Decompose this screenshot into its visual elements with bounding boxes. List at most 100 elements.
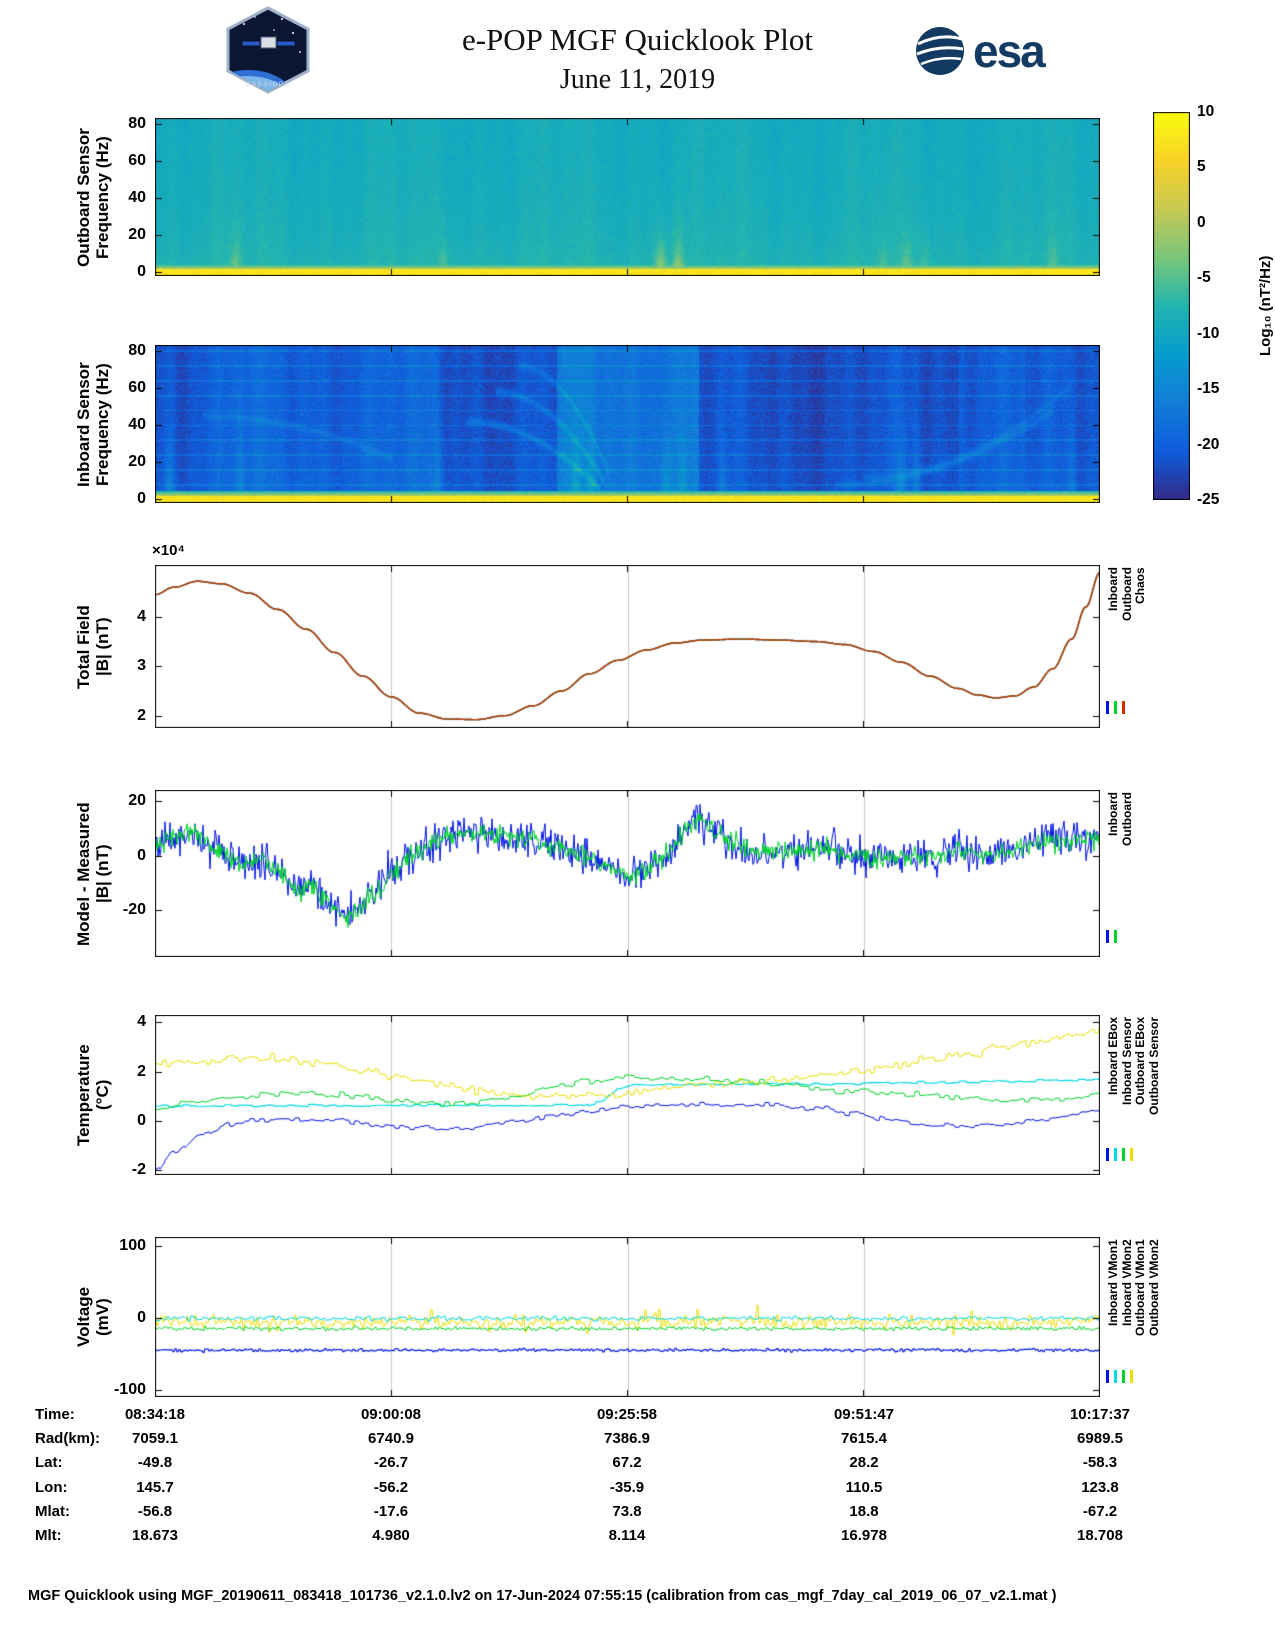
legend: Inboard EBox Inboard Sensor Outboard EBox O… (1104, 1015, 1166, 1175)
colorbar-tick-label: 10 (1197, 103, 1215, 120)
y-tick-label: 20 (128, 226, 146, 244)
y-axis-label-line1: Inboard Sensor (74, 361, 93, 487)
y-axis-label-line1: Temperature (74, 1044, 93, 1146)
ephemeris-value: 7059.1 (132, 1430, 178, 1448)
y-tick-label: 0 (137, 263, 146, 281)
ephemeris-value: -49.8 (137, 1454, 173, 1472)
y-tick-label: 4 (137, 1013, 146, 1031)
ephemeris-table: Time: 08:34:18 09:00:08 09:25:58 09:51:47 10:… (0, 1406, 1275, 1551)
outboard-spectrogram-canvas (155, 118, 1100, 276)
legend-label: Outboard VMon1 (1133, 1239, 1147, 1336)
ephemeris-value: 18.708 (1077, 1526, 1123, 1544)
legend-line-sample (1106, 1148, 1109, 1161)
legend-label: Outboard (1119, 567, 1134, 621)
ephemeris-value: 4.980 (372, 1526, 410, 1544)
y-tick-labels: 0 20 40 60 80 (96, 114, 146, 281)
legend-line-samples (1106, 1148, 1133, 1161)
y-tick-label: 4 (137, 607, 146, 625)
y-axis-label-line1: Outboard Sensor (74, 127, 93, 267)
y-tick-labels: 0 20 40 60 80 (96, 342, 146, 508)
model-minus-measured-canvas (155, 790, 1100, 957)
colorbar-tick-label: 5 (1197, 158, 1206, 176)
ephemeris-value: -58.3 (1082, 1454, 1118, 1472)
legend-line-sample (1122, 701, 1125, 714)
legend-label: Outboard VMon2 (1146, 1239, 1161, 1336)
ephemeris-value: 8.114 (608, 1526, 646, 1544)
y-tick-label: 60 (128, 378, 146, 396)
ephemeris-row-label: Mlat: (35, 1502, 70, 1520)
legend-label: Inboard VMon1 (1106, 1239, 1120, 1326)
colorbar-label-text: Log₁₀ (nT²/Hz) (1257, 255, 1274, 356)
footer-text: MGF Quicklook using MGF_20190611_083418_… (28, 1588, 1057, 1604)
satellite-body (260, 36, 277, 49)
y-tick-labels: -2 0 2 4 (96, 1013, 146, 1178)
y-tick-label: 0 (137, 1111, 146, 1129)
legend-label: Outboard EBox (1133, 1016, 1147, 1105)
y-tick-label: 80 (128, 114, 146, 132)
ephemeris-value: 16.978 (841, 1526, 887, 1544)
y-tick-label: 2 (137, 706, 146, 724)
y-tick-label: 0 (137, 846, 146, 864)
axis-scale-label: ×10⁴ (152, 542, 185, 559)
ephemeris-value: -56.2 (373, 1478, 409, 1496)
y-tick-label: 60 (128, 151, 146, 169)
legend-line-samples (1106, 1370, 1133, 1383)
colorbar-axis-label: Log₁₀ (nT²/Hz) (1243, 112, 1274, 500)
legend-label: Inboard EBox (1106, 1016, 1120, 1095)
voltage-canvas (155, 1237, 1100, 1397)
legend-line-sample (1106, 701, 1109, 714)
y-tick-label: 3 (137, 657, 146, 675)
y-tick-label: 40 (128, 415, 146, 433)
legend-line-samples (1106, 930, 1117, 943)
ephemeris-value: 18.673 (132, 1526, 178, 1544)
legend-label: Chaos (1133, 567, 1147, 604)
colorbar (1153, 112, 1190, 500)
ephemeris-value: 09:25:58 (596, 1406, 658, 1423)
ephemeris-row-label: Lat: (35, 1454, 63, 1472)
inboard-spectrogram-panel: Inboard Sensor Frequency (Hz) 0 20 40 60 80 (0, 342, 1275, 508)
legend-line-sample (1122, 1370, 1125, 1383)
ephemeris-value: -26.7 (373, 1454, 409, 1472)
outboard-spectrogram-panel: Outboard Sensor Frequency (Hz) 0 20 40 60 80 (0, 114, 1275, 281)
y-tick-label: 0 (137, 1308, 146, 1326)
temperature-panel: Temperature (°C) -2 0 2 4 Inboard EBox Inboa… (0, 1013, 1275, 1178)
ephemeris-value: 67.2 (612, 1454, 642, 1472)
voltage-panel: Voltage (mV) -100 0 100 Inboard VMon1 Inboa… (0, 1237, 1275, 1398)
ephemeris-row-label: Mlt: (35, 1526, 62, 1544)
ephemeris-value: 10:17:37 (1069, 1406, 1131, 1423)
legend-line-sample (1130, 1148, 1133, 1161)
colorbar-tick-label: -20 (1197, 435, 1220, 453)
ephemeris-row: Rad(km): 7059.1 6740.9 7386.9 7615.4 6989.5 (0, 1430, 1275, 1454)
legend-label: Inboard VMon2 (1119, 1239, 1134, 1326)
colorbar-tick-label: -25 (1197, 491, 1220, 508)
y-axis-label-line1: Model - Measured (74, 801, 93, 946)
legend-line-sample (1122, 1148, 1125, 1161)
legend-line-sample (1106, 1370, 1109, 1383)
y-tick-label: 40 (128, 188, 146, 206)
legend-line-sample (1130, 1370, 1133, 1383)
ephemeris-value: 28.2 (849, 1454, 879, 1472)
legend-label: Inboard (1106, 792, 1120, 836)
legend-label: Inboard (1106, 567, 1120, 611)
ephemeris-row: Lon: 145.7 -56.2 -35.9 110.5 123.8 (0, 1479, 1275, 1503)
ephemeris-row-label: Time: (35, 1406, 75, 1423)
ephemeris-value: 145.7 (136, 1478, 174, 1496)
y-axis-label-line1: Total Field (74, 604, 93, 689)
colorbar-tick-label: -15 (1197, 380, 1220, 398)
ephemeris-row-label: Rad(km): (35, 1430, 101, 1448)
ephemeris-row: Mlat: -56.8 -17.6 73.8 18.8 -67.2 (0, 1503, 1275, 1527)
y-tick-label: 20 (128, 453, 146, 471)
y-tick-label: -100 (113, 1380, 146, 1398)
colorbar-tick-labels: 10 5 0 -5 -10 -15 -20 -25 (1197, 103, 1243, 508)
legend-line-sample (1114, 1148, 1117, 1161)
y-tick-label: 2 (137, 1062, 146, 1080)
total-field-canvas (155, 565, 1100, 728)
ephemeris-value: 7615.4 (841, 1430, 887, 1448)
satellite-solar-panel (241, 40, 261, 47)
legend-line-sample (1114, 701, 1117, 714)
model-minus-measured-panel: Model - Measured |B| (nT) -20 0 20 Inboard… (0, 790, 1275, 957)
y-axis-label-line1: Voltage (74, 1286, 93, 1347)
ephemeris-value: 08:34:18 (124, 1406, 186, 1423)
